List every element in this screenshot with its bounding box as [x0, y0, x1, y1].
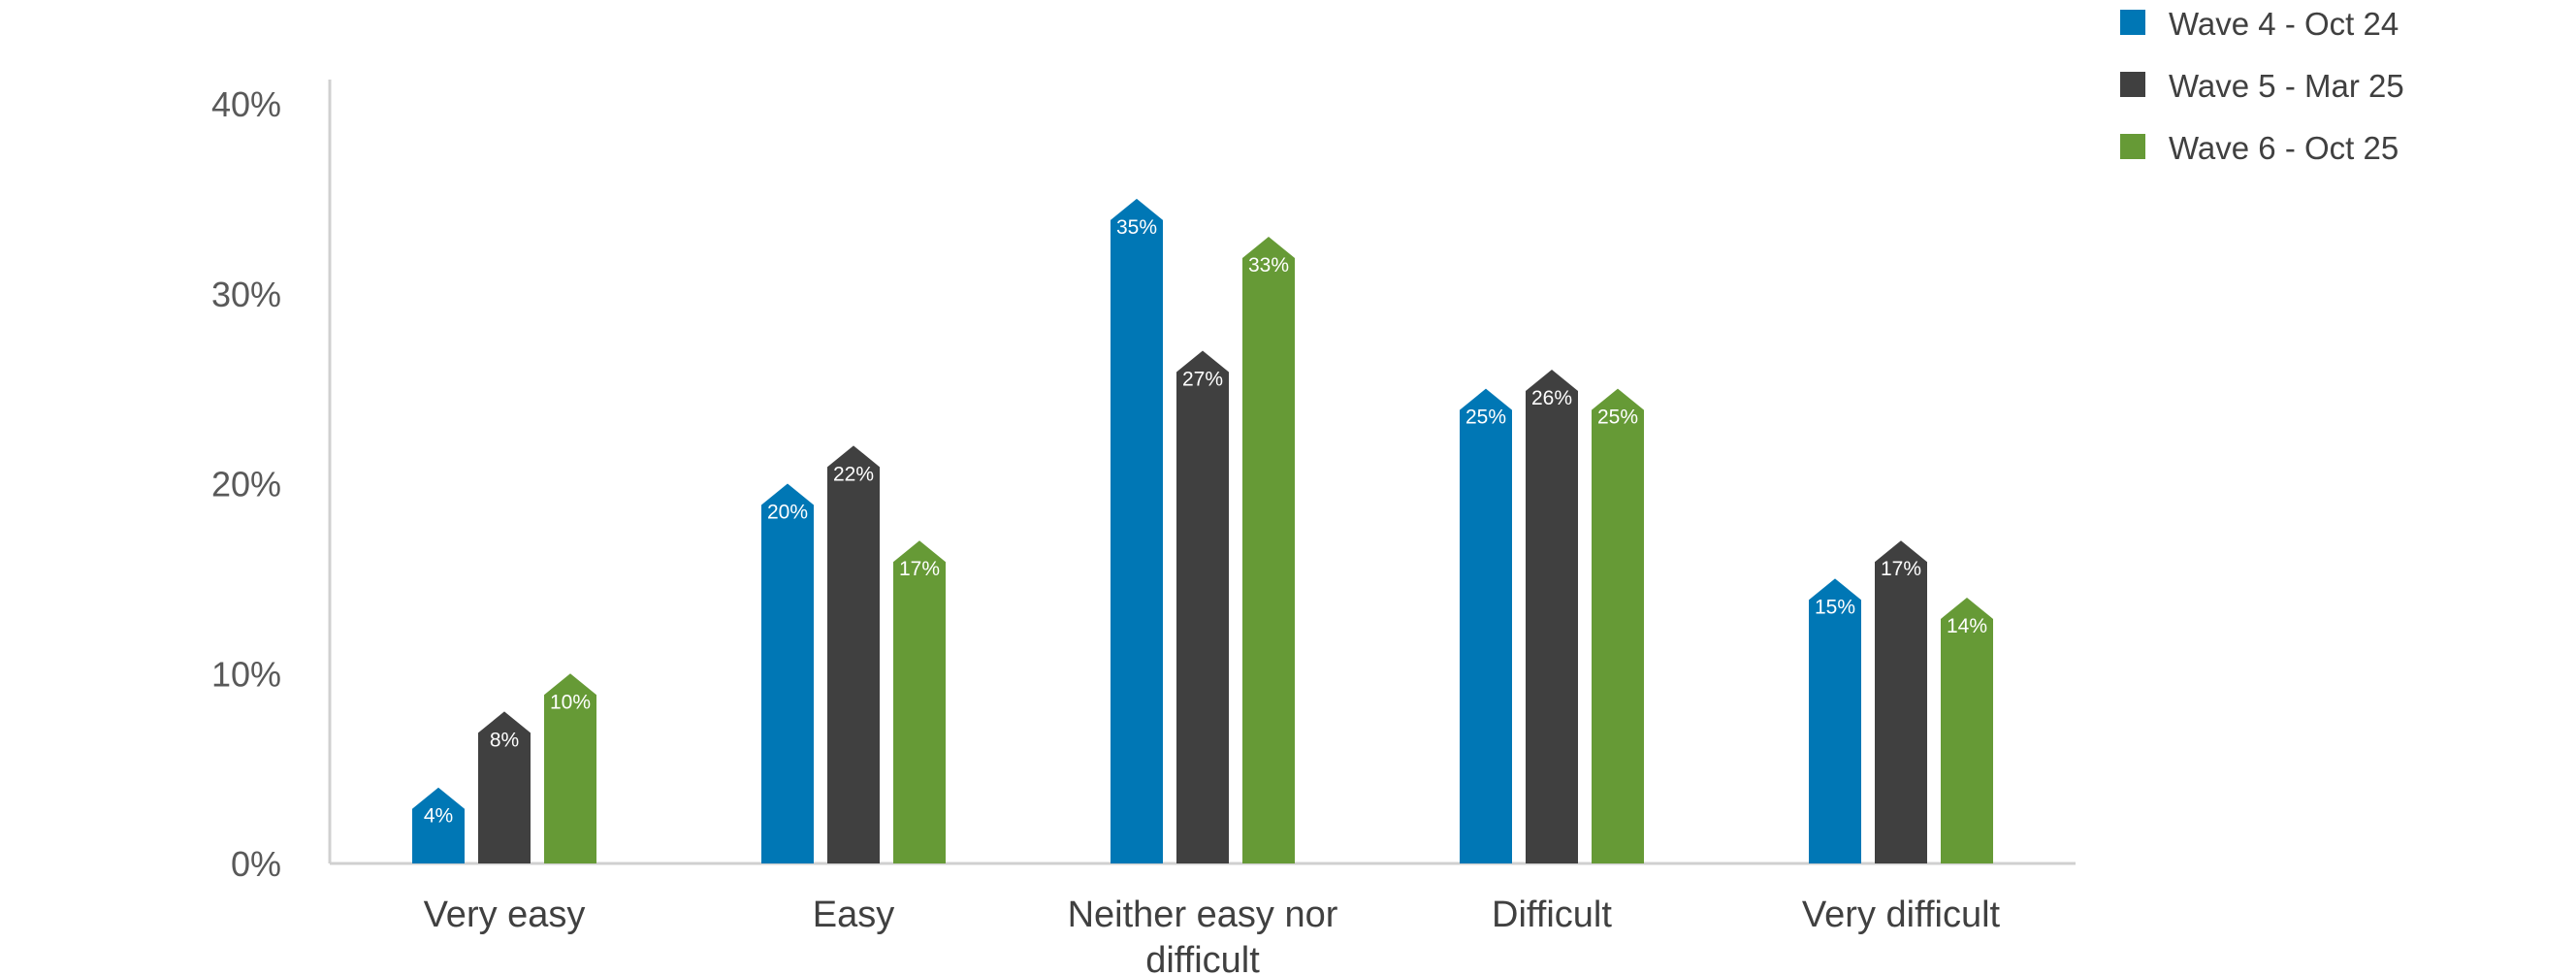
legend-label: Wave 6 - Oct 25	[2169, 130, 2399, 166]
data-label: 25%	[1465, 407, 1506, 429]
bar-1-1	[412, 787, 465, 863]
y-tick-labels: 0% 10% 20% 30% 40%	[211, 84, 281, 884]
data-label: 25%	[1597, 407, 1638, 429]
category-label: Very easy	[424, 895, 586, 935]
data-label: 26%	[1531, 387, 1572, 409]
data-label: 35%	[1116, 216, 1157, 239]
data-labels: 4% 8% 10% 20% 22% 17% 35% 27% 33% 25% 26% 25% 15% 17%…	[424, 216, 1987, 828]
legend-swatch	[2120, 134, 2145, 159]
y-tick-label: 40%	[211, 84, 281, 124]
data-label: 17%	[1881, 558, 1921, 580]
bar-2-1	[478, 711, 531, 863]
bar-1-5	[1809, 578, 1861, 863]
y-tick-label: 0%	[231, 844, 281, 884]
data-label: 14%	[1947, 615, 1987, 637]
category-label: Very difficult	[1802, 895, 2001, 935]
legend: Wave 4 - Oct 24 Wave 5 - Mar 25 Wave 6 - O…	[2120, 6, 2404, 166]
category-label: Neither easy nor difficult	[1068, 895, 1338, 976]
data-label: 10%	[550, 691, 591, 713]
bars	[412, 198, 1993, 864]
data-label: 22%	[833, 463, 874, 485]
bar-2-2	[827, 445, 880, 863]
y-tick-label: 20%	[211, 465, 281, 504]
bar-2-5	[1875, 540, 1927, 863]
bar-3-4	[1592, 388, 1644, 863]
bar-3-2	[893, 540, 946, 863]
legend-label: Wave 4 - Oct 24	[2169, 6, 2399, 42]
bar-3-5	[1941, 597, 1993, 863]
bar-3-3	[1242, 237, 1295, 863]
legend-label: Wave 5 - Mar 25	[2169, 68, 2404, 104]
bar-3-1	[544, 673, 596, 863]
legend-swatch	[2120, 10, 2145, 35]
data-label: 8%	[490, 729, 519, 751]
data-label: 33%	[1248, 254, 1289, 277]
y-tick-label: 30%	[211, 275, 281, 314]
category-label: Difficult	[1492, 895, 1612, 935]
bar-1-3	[1111, 198, 1163, 863]
bar-1-4	[1460, 388, 1512, 863]
bar-1-2	[761, 483, 814, 863]
category-labels: Very easy Easy Neither easy nor difficult Di…	[424, 895, 2001, 976]
legend-swatch	[2120, 72, 2145, 97]
data-label: 27%	[1182, 368, 1223, 390]
bar-2-4	[1526, 370, 1578, 863]
data-label: 4%	[424, 805, 453, 828]
y-tick-label: 10%	[211, 654, 281, 694]
data-label: 20%	[767, 502, 808, 524]
category-label: Easy	[813, 895, 894, 935]
bar-2-3	[1176, 350, 1229, 864]
data-label: 15%	[1815, 596, 1855, 618]
data-label: 17%	[899, 558, 940, 580]
